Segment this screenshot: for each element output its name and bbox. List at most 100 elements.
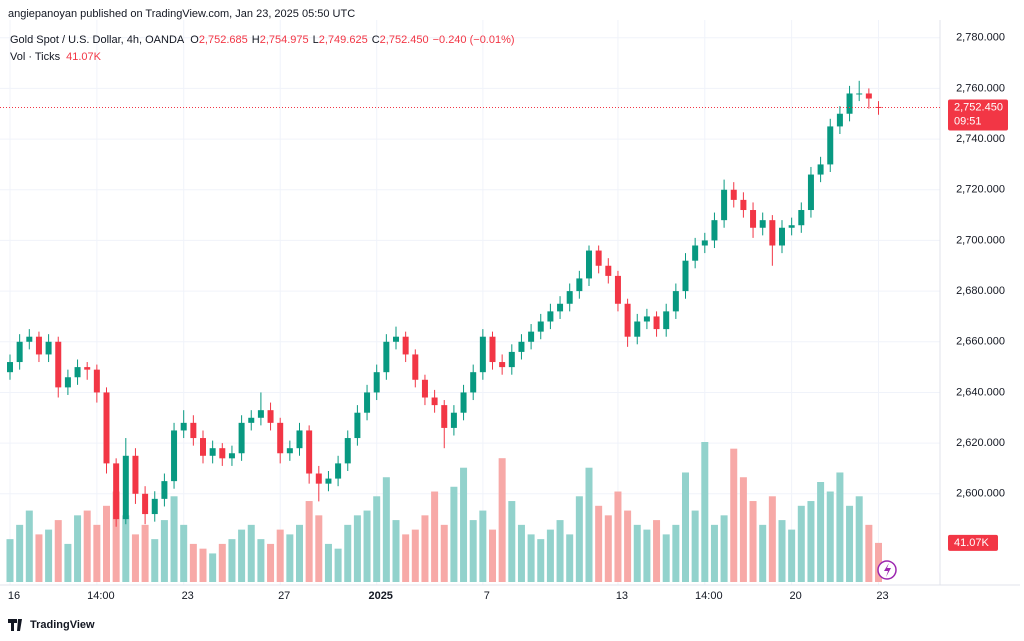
volume-bar xyxy=(701,442,709,582)
y-tick-label: 2,740.000 xyxy=(956,133,1005,145)
y-tick-label: 2,760.000 xyxy=(956,82,1005,94)
last-volume-label: 41.07K xyxy=(954,537,990,549)
volume-bar xyxy=(35,534,43,582)
candle-body xyxy=(856,93,863,95)
volume-bar xyxy=(103,505,110,582)
volume-bar xyxy=(653,520,661,582)
volume-bar xyxy=(846,505,854,582)
candle-body xyxy=(64,377,71,388)
volume-bar xyxy=(64,543,72,582)
candle-body xyxy=(547,311,554,322)
y-tick-label: 2,680.000 xyxy=(956,285,1005,297)
candle-body xyxy=(161,481,168,499)
volume-bar xyxy=(508,501,516,582)
y-tick-label: 2,600.000 xyxy=(956,488,1005,500)
candle-body xyxy=(721,189,728,221)
x-tick-label: 23 xyxy=(182,590,194,602)
volume-bar xyxy=(595,505,603,582)
volume-bar xyxy=(93,524,101,582)
volume-bar xyxy=(54,520,62,582)
logo: TradingView xyxy=(8,619,95,631)
volume-bar xyxy=(25,510,33,582)
x-tick-label: 14:00 xyxy=(87,590,115,602)
volume-bar xyxy=(392,520,400,582)
candle-body xyxy=(354,412,361,439)
volume-bar xyxy=(344,524,352,582)
candle-body xyxy=(421,379,428,398)
volume-bar xyxy=(131,534,139,582)
volume-bar xyxy=(865,524,873,582)
candles xyxy=(7,80,882,527)
y-tick-label: 2,640.000 xyxy=(956,386,1005,398)
volume-bar xyxy=(585,467,593,582)
volume-bar xyxy=(402,534,410,582)
volume-bar xyxy=(682,472,689,582)
x-tick-label: 23 xyxy=(876,590,888,602)
volume-bar xyxy=(286,534,294,582)
candle-body xyxy=(55,341,62,388)
candle-body xyxy=(846,93,853,114)
candle-body xyxy=(779,227,785,246)
candle-body xyxy=(614,275,621,304)
y-tick-label: 2,780.000 xyxy=(956,32,1005,44)
volume-bar xyxy=(431,491,439,582)
candle-body xyxy=(209,448,216,456)
volume-bar xyxy=(797,505,805,582)
last-volume-box xyxy=(948,534,998,551)
candle-body xyxy=(45,341,52,355)
volume-bar xyxy=(411,529,419,582)
candle-body xyxy=(113,463,120,520)
volume-bar xyxy=(228,539,236,582)
volume-bar xyxy=(720,515,728,582)
volume-bar xyxy=(575,496,583,582)
volume-bar xyxy=(382,477,390,582)
candle-body xyxy=(595,250,602,266)
candle-body xyxy=(132,455,139,494)
candle-body xyxy=(393,336,399,342)
volume-bar xyxy=(238,529,246,582)
candle-body xyxy=(605,265,612,276)
candle-body xyxy=(730,189,737,200)
volume-bar xyxy=(788,529,796,582)
volume-bar xyxy=(440,524,448,582)
candle-body xyxy=(557,303,564,312)
candle-body xyxy=(817,164,824,175)
ohlc-key: C xyxy=(372,34,380,46)
candle-body xyxy=(103,392,110,464)
volume-bar xyxy=(160,520,168,582)
x-tick-label: 7 xyxy=(484,590,490,602)
volume-bar xyxy=(730,448,738,582)
candle-body xyxy=(827,126,834,165)
volume-bar xyxy=(189,543,197,582)
volume-bar xyxy=(855,496,863,582)
candle-body xyxy=(26,336,33,342)
volume-bar xyxy=(633,524,641,582)
candle-body xyxy=(586,250,592,279)
volume-bar xyxy=(276,529,284,582)
candle-body xyxy=(865,93,872,99)
volume-bar xyxy=(836,472,844,582)
volume-bar xyxy=(469,520,477,582)
volume-bar xyxy=(199,548,207,582)
volume-bar xyxy=(546,529,554,582)
x-tick-label: 14:00 xyxy=(695,590,723,602)
candle-body xyxy=(711,220,718,241)
candle-body xyxy=(296,430,303,449)
candle-body xyxy=(479,336,486,373)
countdown: 09:51 xyxy=(954,115,982,127)
volume-bar xyxy=(45,529,53,582)
change: −0.240 (−0.01%) xyxy=(433,34,515,46)
candle-body xyxy=(624,303,631,337)
volume-bar xyxy=(672,524,680,582)
volume-bar xyxy=(604,515,612,582)
ohlc-value: 2,749.625 xyxy=(319,34,368,46)
volume-bar xyxy=(826,491,834,582)
x-tick-label: 20 xyxy=(790,590,802,602)
logo-mark xyxy=(8,619,22,631)
ohlc-value: 2,752.685 xyxy=(199,34,248,46)
candle-body xyxy=(750,210,757,228)
last-price-box xyxy=(948,99,1008,131)
volume-bar xyxy=(807,501,815,582)
volume-bar xyxy=(517,524,525,582)
